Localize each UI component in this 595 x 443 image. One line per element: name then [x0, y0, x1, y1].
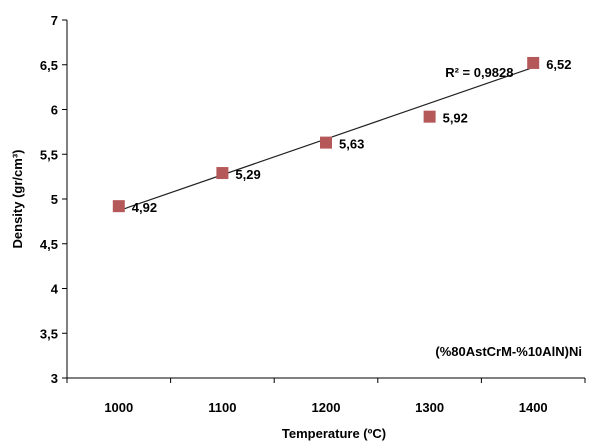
data-point: [112, 200, 125, 213]
y-tick-label: 3,5: [40, 326, 58, 341]
x-tick-label: 1200: [312, 400, 341, 415]
x-tick-label: 1100: [208, 400, 236, 415]
y-tick-label: 3: [51, 371, 58, 386]
data-point: [527, 56, 540, 69]
data-point: [423, 110, 436, 123]
x-tick-label: 1000: [104, 400, 133, 415]
y-tick-label: 5: [51, 192, 58, 207]
composition-annotation: (%80AstCrM-%10AlN)Ni: [435, 344, 582, 359]
y-tick-label: 6,5: [40, 58, 58, 73]
data-point: [216, 167, 229, 180]
y-tick-label: 5,5: [40, 147, 58, 162]
y-tick-label: 4: [51, 282, 59, 297]
y-tick-label: 7: [51, 13, 58, 28]
x-tick-label: 1300: [415, 400, 444, 415]
r-squared-label: R² = 0,9828: [445, 65, 513, 80]
y-tick-label: 6: [51, 103, 58, 118]
y-axis-title: Density (gr/cm³): [10, 150, 25, 249]
data-label: 6,52: [546, 57, 571, 72]
data-labels: 4,92 5,29 5,63 5,92 6,52: [132, 57, 572, 215]
data-label: 5,92: [443, 111, 468, 126]
y-tick-label: 4,5: [40, 237, 58, 252]
axes: 3 3,5 4 4,5 5 5,5 6 6,5 7 1000 1100 1200 1300 1400: [40, 13, 586, 415]
data-label: 4,92: [132, 200, 157, 215]
x-tick-label: 1400: [519, 400, 548, 415]
data-label: 5,29: [235, 167, 260, 182]
data-label: 5,63: [339, 137, 364, 152]
x-axis-title: Temperature (ºC): [282, 426, 386, 441]
data-points: [112, 56, 540, 213]
data-point: [320, 136, 332, 149]
